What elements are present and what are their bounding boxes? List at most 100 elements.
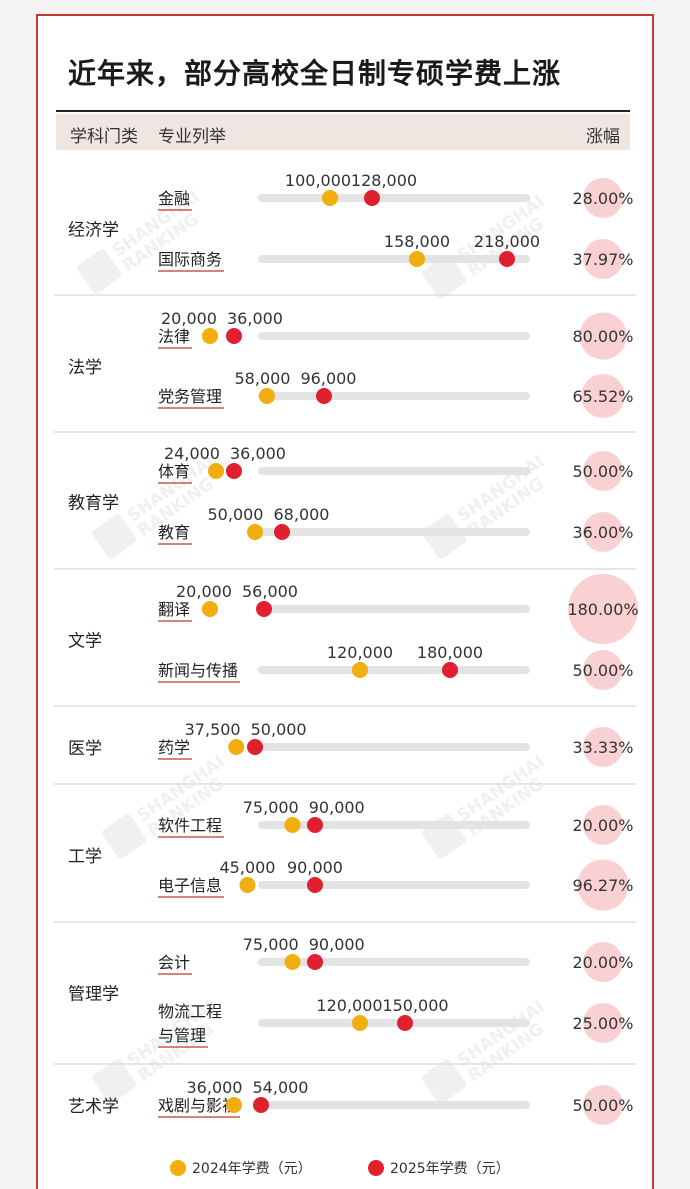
watermark-mark	[422, 514, 467, 559]
chart-card: 近年来，部分高校全日制专硕学费上涨 学科门类 专业列举 涨幅	[36, 14, 654, 1189]
increase-label: 96.27%	[572, 876, 633, 895]
increase-bubble	[583, 942, 623, 982]
increase-label: 33.33%	[572, 738, 633, 757]
fee-2025-dot	[274, 524, 290, 540]
fee-2025-label: 54,000	[253, 1078, 309, 1097]
fee-2024-dot	[247, 524, 263, 540]
major-label: 体育	[158, 462, 190, 481]
increase-bubble	[579, 312, 627, 360]
table-header: 学科门类 专业列举 涨幅	[56, 114, 630, 150]
discipline-label: 教育学	[68, 494, 119, 514]
header-major: 专业列举	[158, 127, 226, 147]
header-discipline: 学科门类	[70, 127, 138, 147]
fee-2025-dot	[364, 190, 380, 206]
fee-2024-dot	[322, 190, 338, 206]
fee-2024-label: 120,000	[327, 643, 393, 662]
fee-2024-dot	[202, 601, 218, 617]
major-label: 新闻与传播	[158, 661, 238, 680]
watermark-mark	[102, 814, 147, 859]
watermark-mark	[92, 514, 137, 559]
fee-2025-label: 150,000	[382, 996, 448, 1015]
fee-2025-dot	[442, 662, 458, 678]
major-label: 电子信息	[158, 876, 222, 895]
major-label: 与管理	[158, 1026, 206, 1045]
legend-2024-label: 2024年学费（元）	[192, 1161, 312, 1177]
fee-2024-dot	[208, 463, 224, 479]
fee-2024-label: 20,000	[161, 309, 217, 328]
fee-2024-dot	[284, 954, 301, 970]
fee-2024-label: 24,000	[164, 444, 220, 463]
fee-2024-dot	[226, 1097, 242, 1113]
fee-2025-label: 128,000	[351, 171, 417, 190]
major-label: 国际商务	[158, 250, 222, 269]
discipline-label: 艺术学	[68, 1097, 119, 1117]
fee-2025-dot	[247, 739, 263, 755]
discipline-label: 文学	[68, 632, 102, 652]
fee-2025-dot	[256, 601, 272, 617]
fee-2024-label: 120,000	[316, 996, 382, 1015]
major-label: 教育	[158, 523, 190, 542]
fee-2025-label: 180,000	[417, 643, 483, 662]
increase-bubble	[568, 574, 638, 644]
fee-2024-dot	[202, 328, 218, 344]
discipline-label: 法学	[68, 358, 102, 378]
title-divider	[56, 110, 630, 112]
increase-bubble	[583, 1085, 623, 1125]
fee-2024-dot	[352, 662, 368, 678]
fee-2024-label: 100,000	[285, 171, 351, 190]
fee-2025-dot	[307, 954, 323, 970]
increase-label: 80.00%	[572, 327, 633, 346]
fee-2025-dot	[226, 463, 242, 479]
increase-bubble	[583, 451, 623, 491]
fee-2024-label: 75,000	[243, 935, 299, 954]
fee-2025-dot	[307, 817, 323, 833]
increase-label: 28.00%	[572, 189, 633, 208]
increase-bubble	[583, 650, 623, 690]
watermark-mark	[77, 249, 122, 294]
fee-2024-label: 45,000	[220, 858, 276, 877]
major-label: 法律	[158, 327, 190, 346]
fee-2024-label: 36,000	[187, 1078, 243, 1097]
fee-2025-label: 50,000	[251, 720, 307, 739]
increase-label: 50.00%	[572, 661, 633, 680]
discipline-label: 管理学	[68, 985, 119, 1005]
fee-2025-label: 218,000	[474, 232, 540, 251]
fee-2025-label: 96,000	[301, 369, 357, 388]
fee-2025-dot	[226, 328, 242, 344]
fee-2025-dot	[307, 877, 323, 893]
discipline-label: 工学	[68, 847, 102, 867]
increase-label: 20.00%	[572, 953, 633, 972]
increase-label: 37.97%	[572, 250, 633, 269]
increase-bubble	[583, 178, 623, 218]
fee-2025-dot	[499, 251, 515, 267]
fee-2024-label: 37,500	[185, 720, 241, 739]
chart-title: 近年来，部分高校全日制专硕学费上涨	[68, 57, 562, 90]
legend-2025-swatch	[368, 1160, 384, 1176]
major-label: 翻译	[158, 600, 190, 619]
fee-2024-dot	[352, 1015, 368, 1031]
fee-2024-dot	[239, 877, 256, 893]
fee-2024-dot	[259, 388, 275, 404]
major-label: 党务管理	[158, 387, 222, 406]
fee-2025-label: 36,000	[230, 444, 286, 463]
watermark-mark	[92, 1059, 137, 1104]
header-increase: 涨幅	[586, 127, 620, 147]
fee-2025-dot	[316, 388, 332, 404]
discipline-label: 经济学	[68, 221, 119, 241]
major-label: 金融	[158, 189, 190, 208]
increase-label: 25.00%	[572, 1014, 633, 1033]
fee-2024-label: 50,000	[208, 505, 264, 524]
fee-2024-label: 75,000	[243, 798, 299, 817]
increase-bubble	[583, 512, 623, 552]
fee-2025-dot	[253, 1097, 269, 1113]
increase-bubble	[577, 859, 629, 911]
increase-bubble	[583, 1003, 623, 1043]
legend-2024-swatch	[170, 1160, 186, 1176]
increase-label: 50.00%	[572, 462, 633, 481]
increase-label: 50.00%	[572, 1096, 633, 1115]
fee-2024-dot	[228, 739, 245, 755]
